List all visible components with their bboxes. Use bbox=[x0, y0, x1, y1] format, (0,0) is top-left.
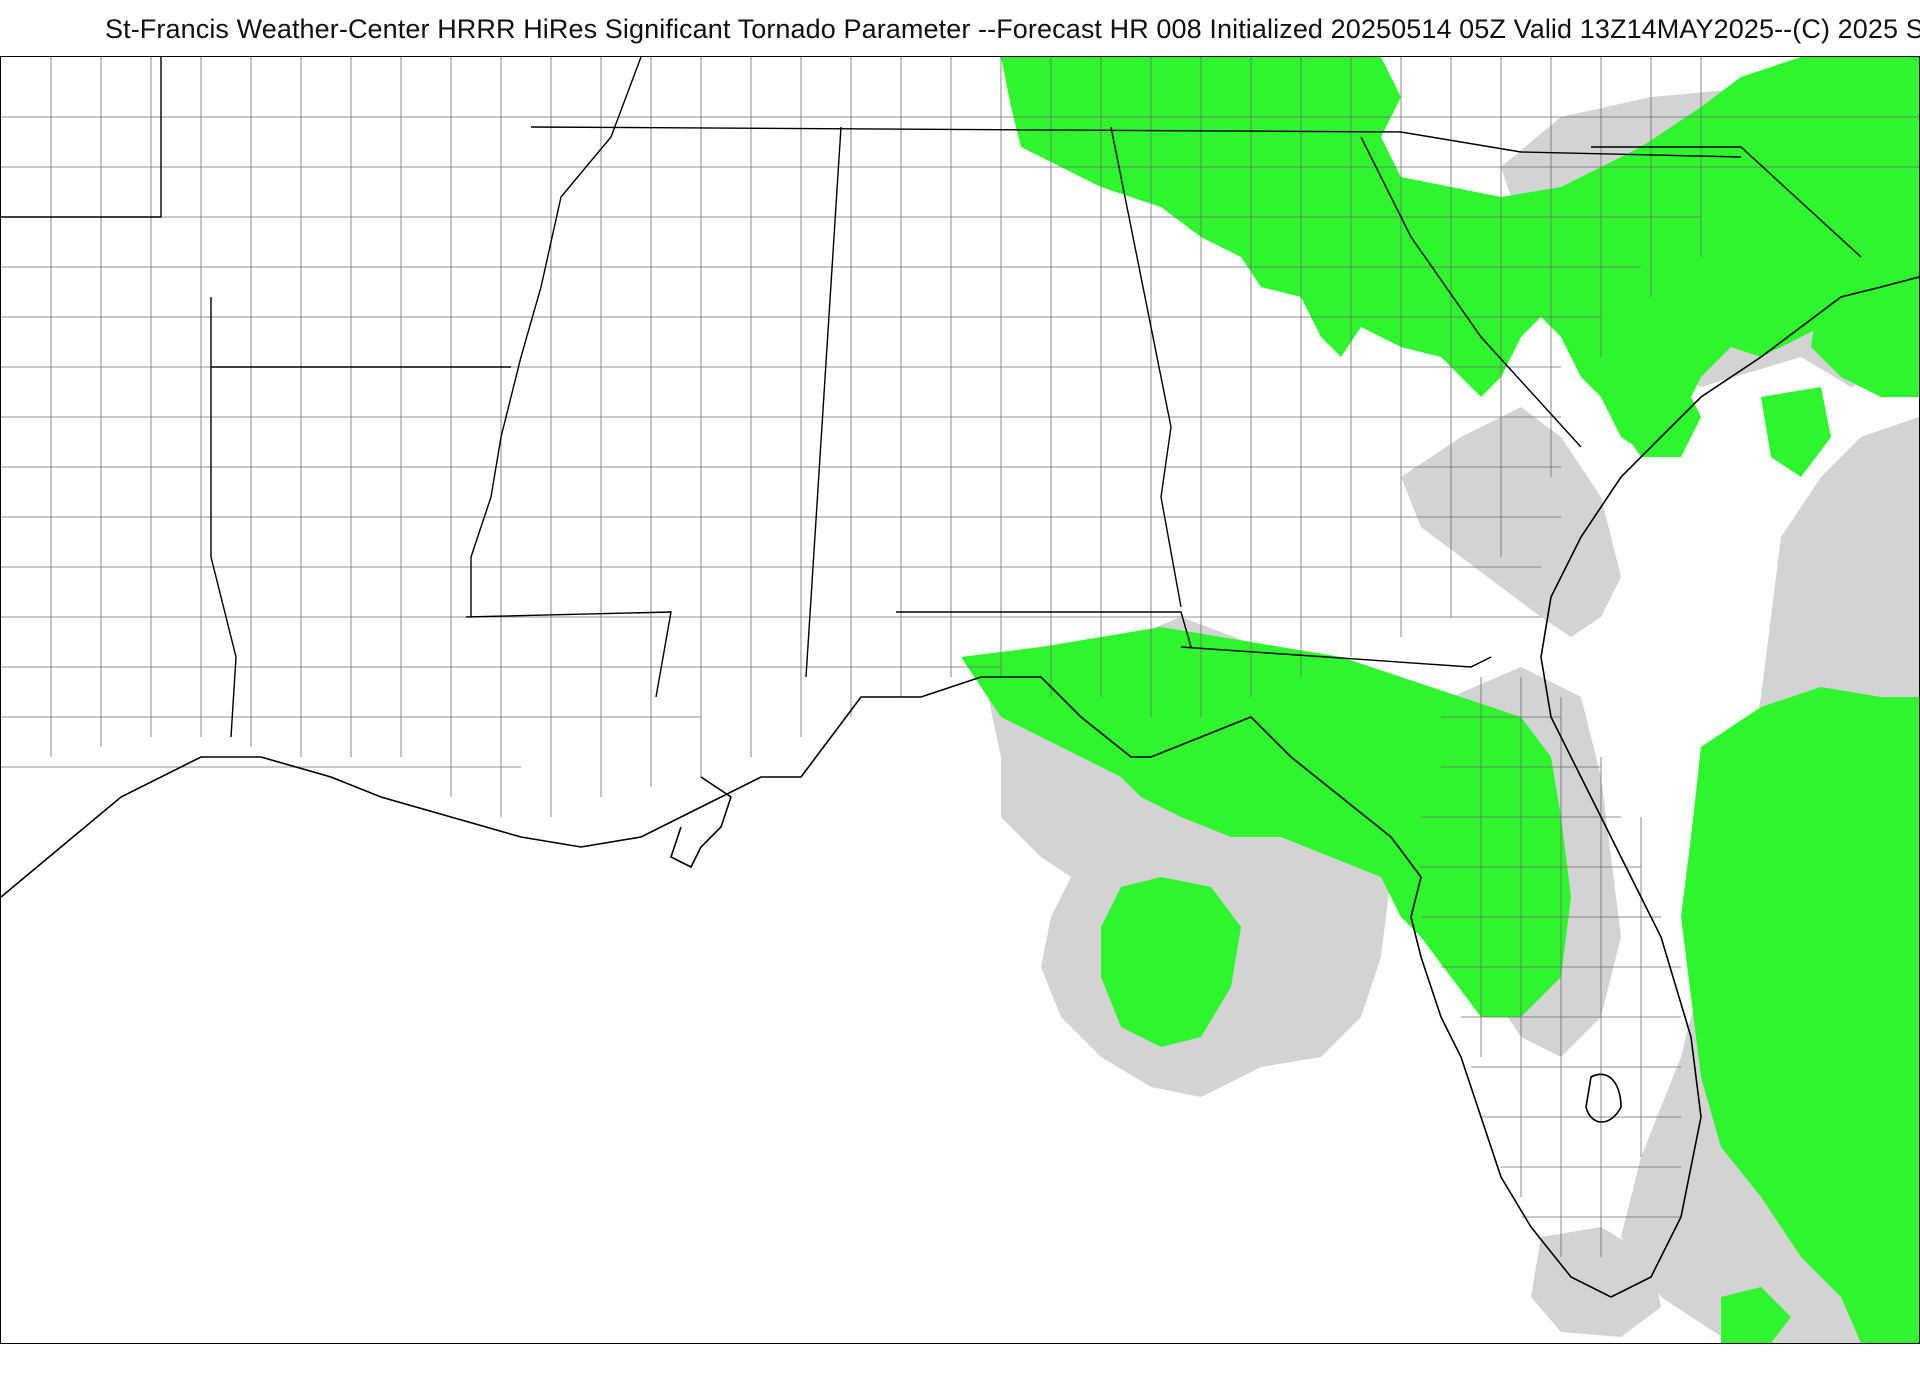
state-line-tn-south bbox=[530, 126, 1742, 158]
lake-okeechobee bbox=[1585, 1073, 1622, 1123]
green-area-carolinas-georgia bbox=[1001, 57, 1919, 457]
state-line-la-ms bbox=[465, 611, 672, 698]
coastline bbox=[1, 276, 1919, 1298]
grey-area-georgia-coast bbox=[1401, 407, 1621, 637]
green-area-atlantic-east-band bbox=[1681, 687, 1919, 1343]
green-area-florida-panhandle bbox=[961, 627, 1571, 1017]
mississippi-river bbox=[470, 57, 642, 617]
map-frame bbox=[0, 56, 1920, 1344]
coastline-atlantic bbox=[1540, 276, 1919, 1298]
stp-map bbox=[1, 57, 1919, 1343]
state-line-ms-al bbox=[805, 126, 842, 678]
state-line-nc-sc bbox=[1591, 146, 1862, 258]
title-bar: St-Francis Weather-Center HRRR HiRes Sig… bbox=[0, 0, 1920, 56]
state-boundaries bbox=[1, 57, 1862, 738]
grey-area-florida-south bbox=[1531, 1227, 1661, 1337]
mississippi-delta bbox=[670, 776, 732, 869]
state-line-al-fl bbox=[896, 611, 1192, 648]
state-line-ga-fl bbox=[1180, 646, 1492, 668]
state-line-tx-la bbox=[210, 297, 237, 738]
green-area-atlantic-coast-ne bbox=[1811, 257, 1919, 397]
coastline-gulf bbox=[1, 676, 1612, 1298]
state-line-ar-mo bbox=[1, 57, 162, 218]
state-line-al-ga bbox=[1110, 126, 1182, 608]
green-area-offshore-south bbox=[1721, 1287, 1791, 1343]
green-area-gulf-blob bbox=[1101, 877, 1241, 1047]
county-boundaries bbox=[1, 57, 1919, 1257]
green-area-sc-coast bbox=[1621, 377, 1701, 457]
green-shading-layer bbox=[961, 57, 1919, 1343]
green-area-offshore-patch bbox=[1761, 387, 1831, 477]
state-line-ga-sc bbox=[1360, 136, 1582, 448]
map-title: St-Francis Weather-Center HRRR HiRes Sig… bbox=[105, 14, 1920, 44]
